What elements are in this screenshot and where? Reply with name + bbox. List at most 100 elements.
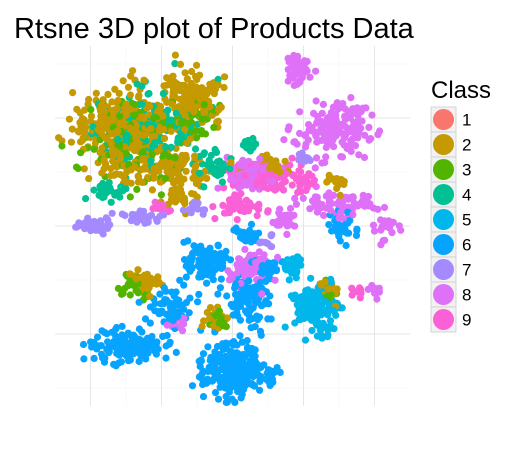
data-point-class-2 (131, 140, 139, 148)
data-point-class-4 (114, 135, 122, 143)
data-point-class-6 (256, 374, 264, 382)
data-point-class-2 (169, 194, 177, 203)
data-point-class-8 (377, 216, 385, 224)
data-point-class-2 (190, 93, 198, 101)
data-point-class-2 (180, 88, 188, 96)
data-point-class-6 (223, 398, 231, 406)
data-point-class-2 (160, 82, 168, 90)
data-point-class-6 (236, 354, 244, 362)
data-point-class-6 (168, 288, 176, 296)
data-point-class-2 (181, 69, 189, 77)
data-point-class-6 (197, 242, 205, 250)
data-point-class-6 (90, 354, 98, 362)
data-point-class-6 (203, 279, 211, 287)
data-point-class-2 (74, 127, 82, 135)
data-point-class-2 (196, 94, 204, 102)
data-point-class-2 (80, 165, 88, 173)
data-point-class-5 (289, 260, 297, 268)
data-point-class-3 (116, 142, 124, 150)
data-point-class-6 (267, 315, 275, 323)
data-point-class-2 (215, 106, 223, 114)
data-point-class-2 (103, 135, 111, 143)
data-point-class-3 (114, 284, 122, 293)
data-point-class-2 (171, 78, 179, 86)
data-point-class-4 (90, 186, 98, 194)
data-point-class-6 (138, 328, 146, 336)
data-point-class-9 (282, 170, 290, 178)
data-point-class-8 (268, 177, 277, 185)
data-point-class-6 (240, 235, 249, 243)
data-point-class-8 (347, 147, 355, 155)
data-point-class-2 (108, 148, 116, 156)
data-point-class-8 (305, 126, 313, 134)
data-point-class-6 (246, 368, 255, 376)
data-point-class-4 (122, 134, 130, 143)
data-point-class-6 (238, 338, 246, 346)
data-point-class-8 (318, 201, 326, 209)
data-point-class-2 (170, 177, 178, 185)
data-point-class-8 (274, 253, 282, 261)
data-point-class-6 (182, 273, 190, 281)
data-point-class-6 (229, 303, 237, 311)
data-point-class-6 (195, 258, 203, 266)
data-point-class-2 (76, 109, 84, 117)
data-point-class-6 (135, 357, 143, 366)
data-point-class-2 (221, 73, 229, 81)
data-point-class-6 (118, 331, 126, 339)
data-point-class-4 (249, 143, 257, 152)
data-point-class-8 (313, 138, 321, 146)
data-point-class-8 (338, 153, 347, 161)
data-point-class-6 (243, 298, 251, 306)
data-point-class-8 (369, 221, 378, 229)
data-point-class-7 (104, 219, 112, 227)
data-point-class-4 (219, 160, 227, 168)
data-point-class-9 (290, 171, 298, 179)
data-point-class-2 (177, 192, 185, 200)
data-point-class-3 (200, 101, 208, 109)
data-point-class-6 (204, 343, 212, 351)
data-point-class-8 (342, 131, 350, 139)
data-point-class-6 (178, 301, 186, 309)
data-point-class-8 (337, 208, 345, 216)
data-point-class-9 (356, 294, 364, 302)
data-point-class-2 (104, 118, 112, 126)
data-point-class-3 (134, 289, 142, 297)
data-point-class-8 (351, 200, 359, 208)
data-point-class-8 (284, 126, 292, 134)
data-point-class-2 (317, 281, 326, 289)
data-point-class-5 (281, 323, 289, 331)
data-point-class-2 (85, 175, 93, 183)
data-point-class-5 (302, 304, 310, 312)
data-point-class-2 (169, 86, 178, 94)
data-point-class-6 (251, 346, 259, 354)
data-point-class-6 (141, 315, 150, 323)
data-point-class-3 (212, 311, 220, 319)
data-point-class-2 (92, 89, 100, 97)
data-point-class-6 (100, 358, 109, 366)
data-point-class-8 (351, 109, 359, 117)
data-point-class-2 (188, 67, 196, 76)
data-point-class-8 (327, 207, 335, 215)
data-point-class-8 (295, 79, 303, 87)
data-point-class-6 (202, 376, 210, 385)
data-point-class-4 (99, 179, 107, 188)
data-point-class-8 (360, 153, 369, 162)
data-point-class-2 (104, 90, 112, 98)
data-point-class-2 (154, 273, 162, 281)
data-point-class-2 (69, 89, 77, 97)
data-point-class-3 (126, 291, 134, 299)
data-point-class-6 (249, 304, 257, 312)
data-point-class-6 (342, 241, 350, 250)
data-point-class-7 (121, 211, 129, 220)
data-point-class-2 (213, 118, 221, 126)
data-point-class-7 (179, 206, 187, 214)
data-point-class-2 (147, 125, 155, 133)
data-point-class-6 (251, 352, 259, 360)
data-point-class-9 (302, 186, 310, 195)
data-point-class-4 (105, 179, 113, 187)
data-point-class-6 (142, 344, 150, 352)
legend-swatch (433, 309, 454, 330)
data-point-class-6 (171, 308, 179, 316)
data-point-class-9 (247, 202, 256, 210)
data-point-class-9 (220, 184, 228, 192)
